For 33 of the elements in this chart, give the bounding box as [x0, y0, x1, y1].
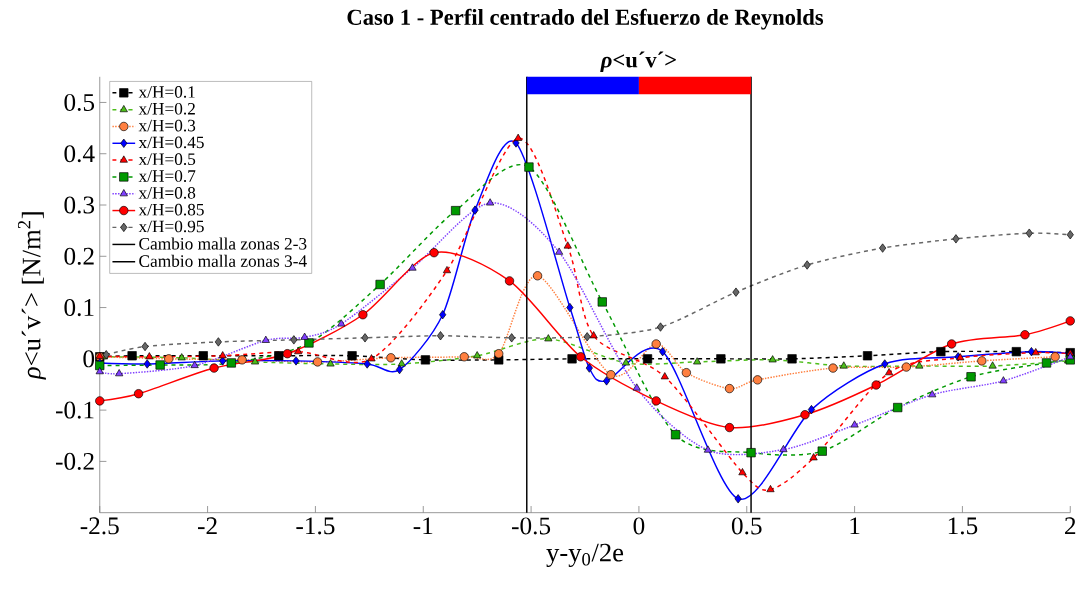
- legend-label: x/H=0.95: [138, 220, 204, 233]
- y-axis-title: ρ<u´v´> [N/m$^{2}$]: [17, 212, 46, 380]
- x-axis-title: y-y$_{0}$/2e: [546, 543, 624, 567]
- legend-label: Cambio malla zonas 3-4: [139, 254, 307, 267]
- legend-label: Cambio malla zonas 2-3: [139, 237, 307, 250]
- chart-title: Caso 1 - Perfil centrado del Esfuerzo de Reynolds: [347, 8, 824, 30]
- y-tick-label: 0.1: [64, 298, 94, 316]
- legend-label: x/H=0.3: [138, 119, 196, 132]
- legend-label: x/H=0.85: [138, 203, 204, 216]
- y-tick-label: 0.4: [64, 144, 95, 163]
- x-tick-label: -2.5: [80, 517, 119, 535]
- y-tick-label: 0.5: [64, 93, 95, 111]
- y-tick-label: 0.3: [64, 196, 95, 214]
- x-tick-label: 1.5: [948, 517, 978, 535]
- y-tick-label: -0.2: [56, 452, 94, 470]
- x-tick-label: 1: [850, 517, 860, 534]
- legend-label: x/H=0.1: [138, 85, 195, 98]
- legend-label: x/H=0.7: [138, 169, 196, 182]
- legend-label: x/H=0.5: [138, 153, 196, 165]
- y-tick-label: 0: [83, 350, 95, 368]
- x-tick-label: 0: [633, 517, 645, 535]
- y-tick-label: 0.2: [64, 247, 94, 265]
- x-tick-label: 0.5: [731, 517, 762, 535]
- legend-label: x/H=0.45: [138, 136, 204, 149]
- text: ρ<u´v´>: [600, 51, 676, 72]
- x-tick-label: -0.5: [512, 517, 551, 535]
- x-tick-label: -1: [413, 517, 433, 534]
- y-tick-label: -0.1: [56, 401, 94, 419]
- legend-label: x/H=0.8: [138, 186, 196, 199]
- x-tick-label: -2: [198, 517, 217, 534]
- x-tick-label: -1.5: [296, 517, 335, 535]
- x-tick-label: 2: [1065, 517, 1076, 534]
- legend-label: x/H=0.2: [138, 102, 195, 115]
